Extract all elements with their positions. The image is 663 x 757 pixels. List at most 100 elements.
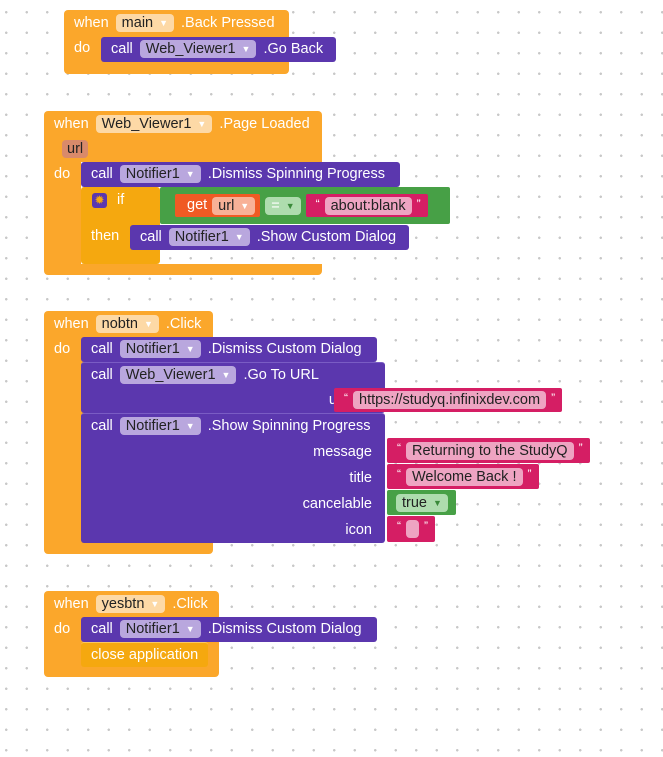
dropdown-arrow-icon: ▼	[185, 624, 195, 634]
call-block-go-back[interactable]: call Web_Viewer1 ▼ .Go Back	[101, 37, 336, 62]
call-block-show-custom-dialog[interactable]: call Notifier1 ▼ .Show Custom Dialog	[130, 225, 409, 250]
call-label: call	[91, 620, 113, 637]
dropdown-arrow-icon: ▼	[241, 44, 251, 54]
cancelable-label: cancelable	[302, 496, 372, 512]
boolean-dropdown[interactable]: true ▼	[396, 493, 448, 512]
text-field[interactable]: https://studyq.infinixdev.com	[353, 391, 547, 409]
gear-icon[interactable]: ✹	[92, 193, 107, 208]
method-name: .Go To URL	[243, 366, 319, 383]
call-label: call	[91, 340, 113, 357]
operator-dropdown[interactable]: = ▼	[265, 196, 301, 215]
compare-block[interactable]: get url ▼ = ▼ “ about:blank ”	[160, 187, 450, 224]
component-dropdown[interactable]: Notifier1 ▼	[168, 228, 250, 246]
do-label: do	[54, 166, 71, 182]
component-dropdown[interactable]: Web_Viewer1 ▼	[139, 40, 257, 58]
close-quote: ”	[424, 519, 428, 533]
close-quote: ”	[578, 441, 583, 455]
open-quote: “	[315, 197, 320, 211]
when-label: when	[54, 115, 89, 132]
close-application-block[interactable]: close application	[81, 642, 208, 667]
text-field[interactable]: Welcome Back !	[406, 467, 523, 486]
icon-text-block[interactable]: “ ”	[387, 516, 435, 542]
component-name: main	[121, 15, 154, 31]
url-parameter[interactable]: url	[62, 140, 89, 158]
call-header: call Notifier1 ▼ .Show Spinning Progress	[91, 417, 371, 435]
call-block-show-spinning-progress[interactable]: call Notifier1 ▼ .Show Spinning Progress …	[81, 413, 385, 543]
text-field[interactable]: Returning to the StudyQ	[406, 441, 574, 460]
dropdown-arrow-icon: ▼	[159, 18, 169, 28]
message-label: message	[313, 444, 372, 460]
boolean-block[interactable]: true ▼	[387, 490, 456, 515]
dropdown-arrow-icon: ▼	[185, 421, 195, 431]
get-label: get	[187, 197, 208, 213]
component-name: Notifier1	[125, 341, 180, 357]
component-dropdown[interactable]: nobtn ▼	[95, 315, 159, 333]
when-label: when	[54, 595, 89, 612]
component-dropdown[interactable]: Web_Viewer1 ▼	[95, 115, 213, 133]
close-quote: ”	[527, 467, 532, 481]
method-name: .Dismiss Custom Dialog	[207, 340, 362, 357]
call-header: call Notifier1 ▼ .Dismiss Custom Dialog	[91, 620, 362, 638]
event-header: when main ▼ .Back Pressed	[74, 14, 275, 32]
call-header: call Notifier1 ▼ .Dismiss Custom Dialog	[91, 340, 362, 358]
dropdown-arrow-icon: ▼	[285, 200, 295, 211]
component-name: Web_Viewer1	[145, 41, 236, 57]
open-quote: “	[397, 467, 401, 481]
call-block-dismiss-custom-dialog[interactable]: call Notifier1 ▼ .Dismiss Custom Dialog	[81, 337, 377, 362]
method-name: .Show Spinning Progress	[207, 417, 371, 434]
event-header: when Web_Viewer1 ▼ .Page Loaded	[54, 115, 310, 133]
component-dropdown[interactable]: Notifier1 ▼	[119, 165, 201, 183]
event-header: when yesbtn ▼ .Click	[54, 595, 208, 613]
text-field[interactable]: about:blank	[324, 196, 412, 215]
call-header: call Web_Viewer1 ▼ .Go Back	[111, 40, 323, 58]
when-label: when	[74, 14, 109, 31]
title-label: title	[349, 470, 372, 486]
call-block-dismiss-spinning[interactable]: call Notifier1 ▼ .Dismiss Spinning Progre…	[81, 162, 400, 187]
get-variable-block[interactable]: get url ▼	[175, 194, 261, 217]
component-dropdown[interactable]: Notifier1 ▼	[119, 340, 201, 358]
dropdown-arrow-icon: ▼	[143, 319, 153, 329]
dropdown-arrow-icon: ▼	[197, 119, 207, 129]
do-label: do	[74, 40, 91, 56]
variable-dropdown[interactable]: url ▼	[212, 196, 256, 215]
dropdown-arrow-icon: ▼	[150, 599, 160, 609]
component-name: Notifier1	[125, 621, 180, 637]
component-name: Notifier1	[125, 166, 180, 182]
close-application-label: close application	[91, 647, 199, 663]
component-dropdown[interactable]: main ▼	[115, 14, 175, 32]
component-dropdown[interactable]: Notifier1 ▼	[119, 620, 201, 638]
call-block-dismiss-custom-dialog[interactable]: call Notifier1 ▼ .Dismiss Custom Dialog	[81, 617, 377, 642]
method-name: .Show Custom Dialog	[256, 228, 397, 245]
text-block[interactable]: “ about:blank ”	[305, 194, 428, 217]
component-dropdown[interactable]: Notifier1 ▼	[119, 417, 201, 435]
text-field[interactable]	[406, 520, 419, 538]
title-text-block[interactable]: “ Welcome Back ! ”	[387, 464, 539, 489]
call-label: call	[91, 165, 113, 182]
do-label: do	[54, 621, 71, 637]
compare-row: get url ▼ = ▼ “ about:blank ”	[175, 194, 428, 217]
component-name: nobtn	[101, 316, 138, 332]
call-header: call Notifier1 ▼ .Show Custom Dialog	[140, 228, 396, 246]
call-label: call	[140, 228, 162, 245]
dropdown-arrow-icon: ▼	[185, 344, 195, 354]
event-header: when nobtn ▼ .Click	[54, 315, 201, 333]
dropdown-arrow-icon: ▼	[234, 232, 244, 242]
component-dropdown[interactable]: yesbtn ▼	[95, 595, 166, 613]
component-name: Notifier1	[125, 418, 180, 434]
call-header: call Notifier1 ▼ .Dismiss Spinning Progre…	[91, 165, 385, 183]
component-name: Web_Viewer1	[101, 116, 192, 132]
method-name: .Go Back	[263, 40, 324, 57]
close-quote: ”	[551, 391, 556, 405]
open-quote: “	[397, 441, 401, 455]
event-name: .Click	[172, 595, 208, 612]
message-text-block[interactable]: “ Returning to the StudyQ ”	[387, 438, 590, 463]
operator: =	[271, 197, 280, 214]
event-name: .Click	[165, 315, 202, 332]
call-label: call	[91, 417, 113, 434]
component-dropdown[interactable]: Web_Viewer1 ▼	[119, 366, 237, 384]
if-label: if	[117, 192, 125, 208]
call-header: call Web_Viewer1 ▼ .Go To URL	[91, 366, 319, 384]
component-name: Web_Viewer1	[125, 367, 216, 383]
url-text-block[interactable]: “ https://studyq.infinixdev.com ”	[334, 388, 563, 412]
method-name: .Dismiss Custom Dialog	[207, 620, 362, 637]
